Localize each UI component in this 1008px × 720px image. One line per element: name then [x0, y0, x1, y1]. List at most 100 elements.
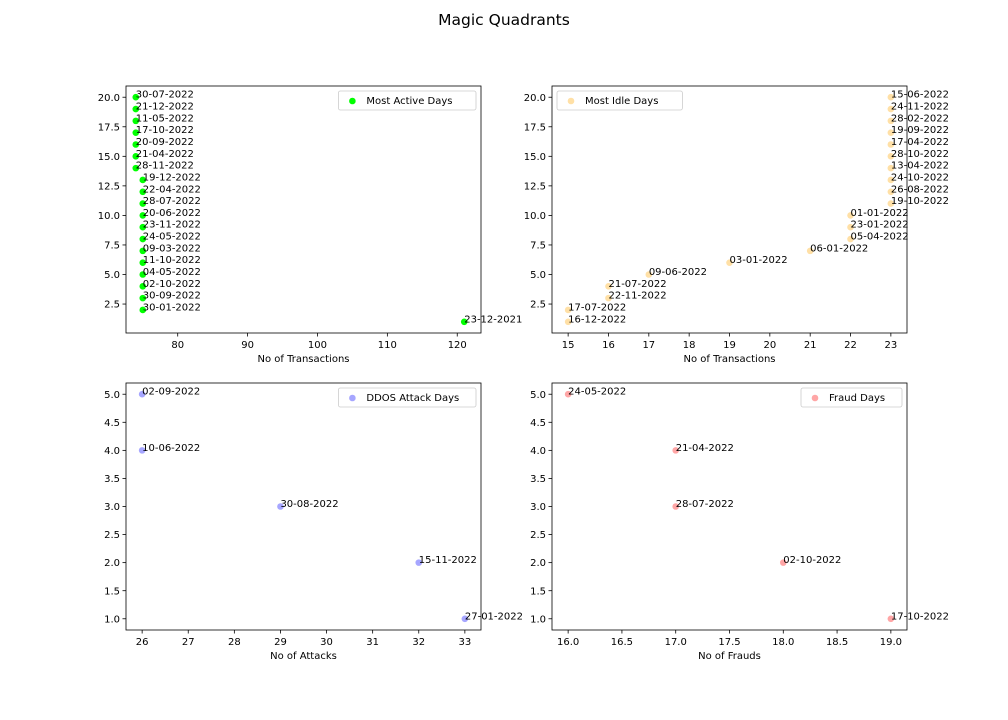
subplot-1: 80 90 100 110 120 2.5 5.0 7.5 10.0 12.5 15.0 17.5 20…: [98, 85, 522, 365]
y-tick-label: 5.0: [104, 390, 120, 401]
data-label: 22-04-2022: [143, 184, 201, 195]
data-label: 30-07-2022: [136, 90, 194, 101]
x-axis-label: No of Attacks: [270, 651, 337, 662]
legend: Most Active Days: [337, 90, 477, 111]
y-tick-label: 2.0: [104, 558, 120, 569]
x-tick-label: 32: [412, 637, 425, 648]
data-point: [139, 212, 147, 219]
data-point: [132, 153, 140, 160]
data-label: 02-10-2022: [143, 279, 201, 290]
data-label: 24-05-2022: [143, 232, 201, 243]
data-label: 22-11-2022: [608, 291, 666, 302]
y-tick-label: 15.0: [524, 152, 546, 163]
data-point: [139, 283, 147, 290]
data-point: [605, 283, 612, 290]
data-label: 28-07-2022: [143, 196, 201, 207]
data-label: 15-11-2022: [419, 555, 477, 566]
data-point: [139, 176, 147, 184]
data-label: 09-03-2022: [143, 243, 201, 254]
data-point: [139, 306, 147, 314]
y-tick-label: 3.5: [104, 474, 120, 485]
x-tick-label: 18.0: [772, 637, 794, 648]
data-label: 30-09-2022: [143, 291, 201, 302]
axes-frame: [125, 85, 482, 334]
x-tick-label: 20: [763, 340, 776, 351]
legend: Fraud Days: [800, 387, 903, 408]
data-label: 02-09-2022: [142, 387, 200, 398]
data-point: [806, 247, 814, 255]
data-label: 26-08-2022: [891, 184, 949, 195]
y-tick-label: 1.0: [104, 614, 120, 625]
data-label: 05-04-2022: [851, 232, 909, 243]
x-tick-label: 16.0: [557, 637, 579, 648]
x-tick-label: 17.5: [718, 637, 740, 648]
data-label: 19-10-2022: [891, 196, 949, 207]
data-point: [564, 306, 572, 314]
legend-label: Most Active Days: [366, 96, 452, 107]
data-label: 01-01-2022: [851, 208, 909, 219]
legend-label: DDOS Attack Days: [366, 393, 459, 404]
legend-label: Fraud Days: [829, 393, 885, 404]
data-label: 09-06-2022: [649, 267, 707, 278]
data-point: [139, 200, 147, 207]
data-point: [132, 105, 140, 113]
x-tick-label: 27: [182, 637, 195, 648]
data-point: [139, 271, 147, 278]
data-point: [139, 235, 147, 243]
legend: DDOS Attack Days: [337, 387, 477, 408]
y-tick-label: 17.5: [98, 122, 120, 133]
subplot-4: 16.0 16.5 17.0 17.5 18.0 18.5 19.0 1.0 1.5 2.0 2.5…: [530, 382, 949, 662]
y-tick-label: 2.5: [530, 530, 546, 541]
y-tick-label: 3.0: [530, 502, 546, 513]
data-label: 17-07-2022: [568, 302, 626, 313]
y-tick-label: 12.5: [98, 181, 120, 192]
y-tick-label: 1.0: [530, 614, 546, 625]
axes-frame: [551, 382, 908, 631]
data-label: 23-11-2022: [143, 220, 201, 231]
y-tick-label: 4.5: [104, 418, 120, 429]
data-point: [887, 615, 895, 623]
legend-box: [800, 387, 903, 408]
data-label: 17-10-2022: [136, 125, 194, 136]
data-point: [887, 153, 895, 160]
data-point: [415, 559, 423, 566]
data-point: [726, 259, 733, 266]
y-tick-label: 5.0: [530, 390, 546, 401]
figure-title: Magic Quadrants: [438, 11, 570, 29]
data-label: 20-06-2022: [143, 208, 201, 219]
x-tick-label: 120: [448, 340, 467, 351]
data-point: [887, 188, 895, 196]
x-tick-label: 19.0: [880, 637, 902, 648]
y-tick-label: 2.5: [104, 530, 120, 541]
y-tick-label: 20.0: [98, 93, 120, 104]
data-label: 17-04-2022: [891, 137, 949, 148]
data-label: 24-11-2022: [891, 102, 949, 113]
data-point: [461, 615, 469, 623]
axes-frame: [551, 85, 908, 334]
data-label: 24-05-2022: [568, 387, 626, 398]
data-point: [847, 223, 854, 231]
data-point: [887, 141, 895, 148]
y-tick-label: 3.5: [530, 474, 546, 485]
data-label: 15-06-2022: [891, 90, 949, 101]
legend-marker: [811, 394, 819, 402]
data-label: 16-12-2022: [568, 314, 626, 325]
data-label: 21-04-2022: [136, 149, 194, 160]
data-point: [887, 176, 895, 184]
data-point: [138, 390, 146, 398]
data-label: 23-01-2022: [851, 220, 909, 231]
data-point: [564, 390, 572, 398]
data-label: 30-08-2022: [280, 499, 338, 510]
x-axis-label: No of Transactions: [683, 354, 775, 365]
subplot-2: 15 16 17 18 19 20 21 22 23 2.5 5.0 7.5 10.0 12.5 15.0 1…: [524, 85, 949, 365]
data-point: [672, 447, 680, 454]
y-tick-label: 10.0: [98, 211, 120, 222]
data-point: [887, 105, 895, 113]
data-point: [605, 294, 612, 302]
data-point: [139, 259, 147, 266]
data-label: 23-12-2021: [464, 314, 522, 325]
x-tick-label: 80: [171, 340, 184, 351]
x-tick-label: 90: [241, 340, 254, 351]
